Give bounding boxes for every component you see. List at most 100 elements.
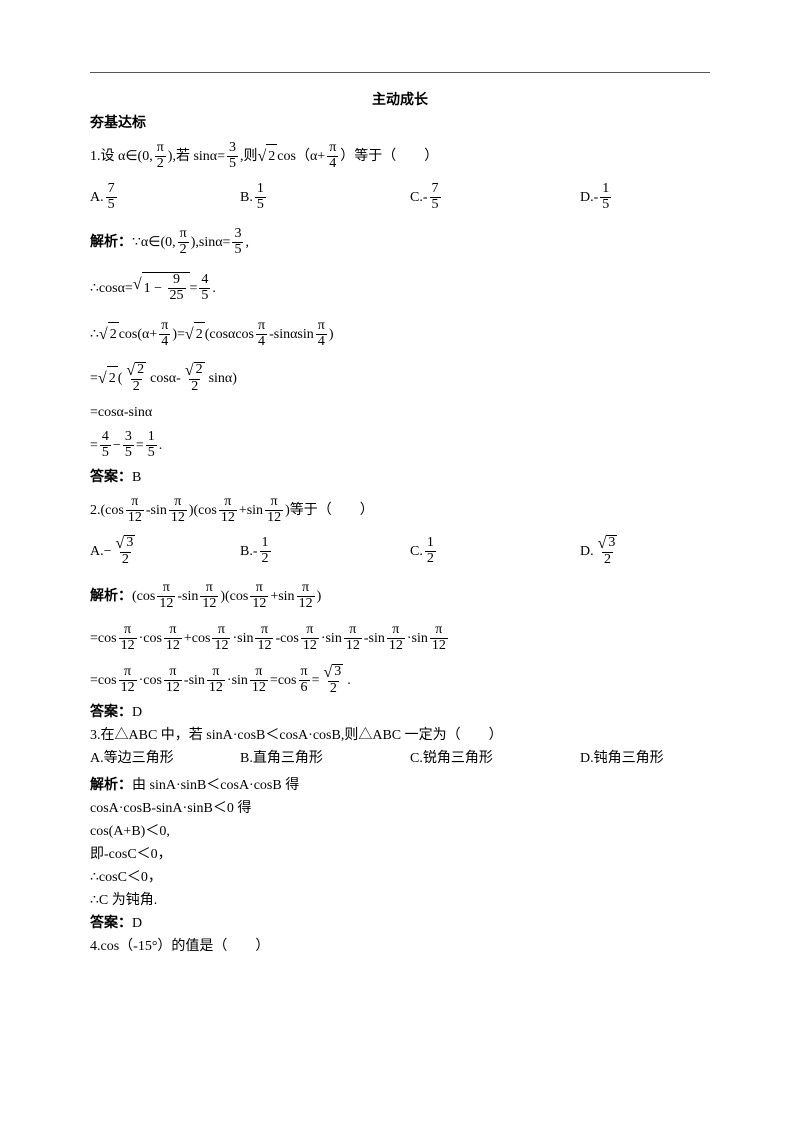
frac: π6 <box>298 665 309 695</box>
frac: π12 <box>219 495 237 525</box>
text: )等于（ ） <box>285 500 374 521</box>
radicand: 1 − 925 <box>142 272 190 303</box>
q2-options: A. − √3 2 B.- 12 C. 12 D. √3 2 <box>90 532 710 570</box>
label: C. <box>410 541 423 562</box>
text: = <box>190 278 198 299</box>
q3-stem: 3.在△ABC 中，若 sinA·cosB＜cosA·cosB,则△ABC 一定… <box>90 725 710 746</box>
radical-icon: √ <box>323 665 332 682</box>
frac: π4 <box>256 319 267 349</box>
radicand: 3 <box>606 535 617 552</box>
text: -sin <box>146 500 167 521</box>
den: 12 <box>387 638 405 654</box>
sqrt: √ 1 − 925 <box>133 272 190 303</box>
q3-sol-line3: cos(A+B)＜0, <box>90 821 710 842</box>
q3-sol-line2: cosA·cosB-sinA·sinB＜0 得 <box>90 798 710 819</box>
den: 5 <box>232 242 243 258</box>
q1-option-a: A. 75 <box>90 178 240 216</box>
den: 4 <box>159 334 170 350</box>
answer-label: 答案： <box>90 702 132 723</box>
den: 5 <box>146 445 157 461</box>
frac: 15 <box>600 182 611 212</box>
text: -sin <box>364 628 385 649</box>
frac: π12 <box>212 623 230 653</box>
radicand: 2 <box>108 322 119 346</box>
num: 7 <box>430 182 441 197</box>
q3-sol-line1: 解析： 由 sinA·sinB＜cosA·cosB 得 <box>90 775 710 796</box>
text: , <box>245 232 249 253</box>
q1-answer: 答案： B <box>90 467 710 488</box>
num: π <box>122 623 133 638</box>
num: 9 <box>171 273 182 288</box>
radical-icon: √ <box>185 363 194 380</box>
frac: 15 <box>146 430 157 460</box>
den: 12 <box>207 680 225 696</box>
radicand: 3 <box>124 535 135 552</box>
q2-stem: 2.(cos π12 -sin π12 )(cos π12 +sin π12 )… <box>90 490 710 530</box>
text: α∈(0, <box>141 232 176 253</box>
therefore-icon: ∴ <box>90 278 99 299</box>
text: )(cos <box>189 500 217 521</box>
frac: 35 <box>232 227 243 257</box>
text: 1.设 α∈(0, <box>90 146 153 167</box>
text: 由 sinA·sinB＜cosA·cosB 得 <box>132 775 299 796</box>
neg: − <box>104 541 112 562</box>
den: 5 <box>199 288 210 304</box>
num: √3 <box>596 535 620 552</box>
because-icon: ∵ <box>132 232 141 253</box>
q3-sol-line5: ∴cosC＜0， <box>90 867 710 888</box>
analysis-label: 解析： <box>90 586 132 607</box>
radicand: 2 <box>266 144 277 168</box>
text: cosα= <box>99 278 133 299</box>
frac-pi-over-4: π4 <box>327 141 338 171</box>
text: cos（α+ <box>277 146 325 167</box>
frac: π12 <box>169 495 187 525</box>
text: +sin <box>239 500 263 521</box>
den: 4 <box>327 156 338 172</box>
den: 2 <box>155 156 166 172</box>
den: 5 <box>106 197 117 213</box>
text: ）等于（ ） <box>340 146 438 167</box>
label: D.- <box>580 187 598 208</box>
num: π <box>316 319 327 334</box>
label: D. <box>580 541 594 562</box>
text: sinα) <box>209 368 237 389</box>
label: A. <box>90 541 104 562</box>
frac: π4 <box>159 319 170 349</box>
den: 12 <box>169 510 187 526</box>
num: π <box>347 623 358 638</box>
num: π <box>172 495 183 510</box>
frac: π4 <box>316 319 327 349</box>
text: cosα- <box>150 368 181 389</box>
frac: π12 <box>207 665 225 695</box>
radical-icon: √ <box>126 363 135 380</box>
den: 12 <box>344 638 362 654</box>
q2-option-b: B.- 12 <box>240 532 410 570</box>
num: 3 <box>232 227 243 242</box>
frac-3-5: 35 <box>227 141 238 171</box>
text: -cos <box>275 628 298 649</box>
top-rule <box>90 72 710 73</box>
den: 4 <box>316 334 327 350</box>
den: 2 <box>189 379 200 395</box>
radicand: 3 <box>332 664 343 681</box>
num: 4 <box>100 430 111 445</box>
label: C.- <box>410 187 428 208</box>
text: ) <box>317 586 322 607</box>
q2-sol-line3: =cos π12 · cos π12 -sin π12 · sin π12 =c… <box>90 660 710 700</box>
num: 1 <box>600 182 611 197</box>
sqrt: √3 <box>323 664 343 681</box>
num: π <box>210 665 221 680</box>
text: (cos <box>132 586 155 607</box>
radical-icon: √ <box>258 145 267 169</box>
den: 2 <box>120 552 131 568</box>
text: sin <box>412 628 428 649</box>
q1-stem: 1.设 α∈(0, π2 ),若 sinα= 35 ,则 √2 cos（α+ π… <box>90 136 710 176</box>
text: -sin <box>177 586 198 607</box>
den: 12 <box>255 638 273 654</box>
text: )(cos <box>220 586 248 607</box>
text: cos <box>143 670 162 691</box>
radical-icon: √ <box>133 273 142 304</box>
label: A. <box>90 187 104 208</box>
den: 4 <box>256 334 267 350</box>
num: 1 <box>425 536 436 551</box>
